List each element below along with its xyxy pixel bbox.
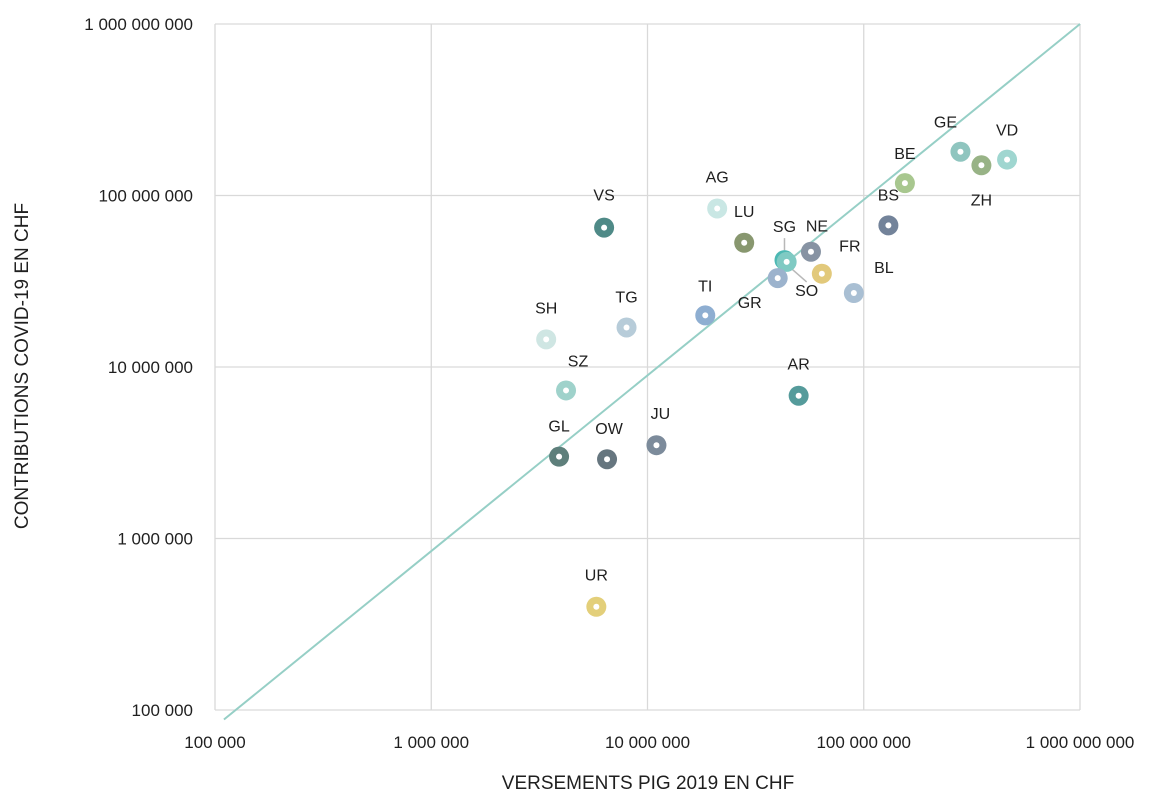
point-label-vd: VD <box>996 123 1018 140</box>
point-label-ar: AR <box>788 357 810 374</box>
point-label-sz: SZ <box>568 353 589 370</box>
y-tick-label: 1 000 000 <box>117 530 193 549</box>
point-label-be: BE <box>894 146 915 163</box>
point-hole-ur <box>593 603 600 610</box>
point-hole-sz <box>563 387 570 394</box>
reference-line-layer <box>223 23 1081 721</box>
x-axis-title: VERSEMENTS PIG 2019 EN CHF <box>502 773 794 794</box>
point-label-lu: LU <box>734 204 754 221</box>
point-label-zh: ZH <box>971 192 992 209</box>
point-hole-vd <box>1004 156 1011 163</box>
y-tick-label: 10 000 000 <box>108 358 193 377</box>
point-hole-be <box>901 180 908 187</box>
leader-line-so <box>790 267 808 283</box>
point-label-ge: GE <box>934 115 957 132</box>
point-label-fr: FR <box>839 239 860 256</box>
point-hole-zh <box>978 162 985 169</box>
leader-line-layer <box>783 238 808 283</box>
point-hole-ju <box>653 442 660 449</box>
point-hole-gr <box>774 275 781 282</box>
point-hole-ge <box>957 148 964 155</box>
point-hole-ow <box>604 456 611 463</box>
point-label-sg: SG <box>773 219 796 236</box>
point-label-tg: TG <box>615 289 637 306</box>
point-hole-fr <box>818 270 825 277</box>
point-hole-vs <box>601 224 608 231</box>
point-hole-ag <box>714 205 721 212</box>
point-label-ti: TI <box>698 278 712 295</box>
y-tick-label: 1 000 000 000 <box>84 15 193 34</box>
axis-layer: 100 000 1 000 000 10 000 000 100 000 000 1 0… <box>84 15 1134 752</box>
x-tick-label: 1 000 000 000 <box>1026 733 1135 752</box>
point-label-layer: GE VD ZH BE BS BL FR NE SG SO GR LU AG TI AR VS TG SH SZ JU… <box>535 115 1018 585</box>
reference-line <box>223 23 1081 721</box>
point-hole-so <box>783 258 790 265</box>
point-hole-gl <box>556 453 563 460</box>
point-label-ur: UR <box>585 568 608 585</box>
point-label-bs: BS <box>878 187 899 204</box>
y-tick-label: 100 000 <box>132 701 193 720</box>
y-axis-title: CONTRIBUTIONS COVID-19 EN CHF <box>12 203 33 529</box>
point-hole-ar <box>795 392 802 399</box>
point-hole-sh <box>543 336 550 343</box>
point-label-ju: JU <box>651 406 671 423</box>
point-label-so: SO <box>795 283 818 300</box>
x-tick-label: 10 000 000 <box>605 733 690 752</box>
point-hole-lu <box>741 239 748 246</box>
point-hole-bl <box>850 290 857 297</box>
x-tick-label: 1 000 000 <box>393 733 469 752</box>
point-label-ow: OW <box>595 421 623 438</box>
point-hole-tg <box>623 324 630 331</box>
grid-layer <box>214 23 1081 711</box>
point-label-vs: VS <box>593 188 614 205</box>
point-label-ne: NE <box>806 219 828 236</box>
x-tick-label: 100 000 <box>184 733 245 752</box>
point-label-sh: SH <box>535 300 557 317</box>
point-label-bl: BL <box>874 260 894 277</box>
point-hole-bs <box>885 222 892 229</box>
x-tick-label: 100 000 000 <box>816 733 911 752</box>
point-label-gl: GL <box>548 419 569 436</box>
point-hole-ti <box>702 312 709 319</box>
point-layer <box>536 141 1018 617</box>
point-label-ag: AG <box>706 169 729 186</box>
point-label-gr: GR <box>738 295 762 312</box>
point-hole-ne <box>807 248 814 255</box>
y-tick-label: 100 000 000 <box>98 187 193 206</box>
